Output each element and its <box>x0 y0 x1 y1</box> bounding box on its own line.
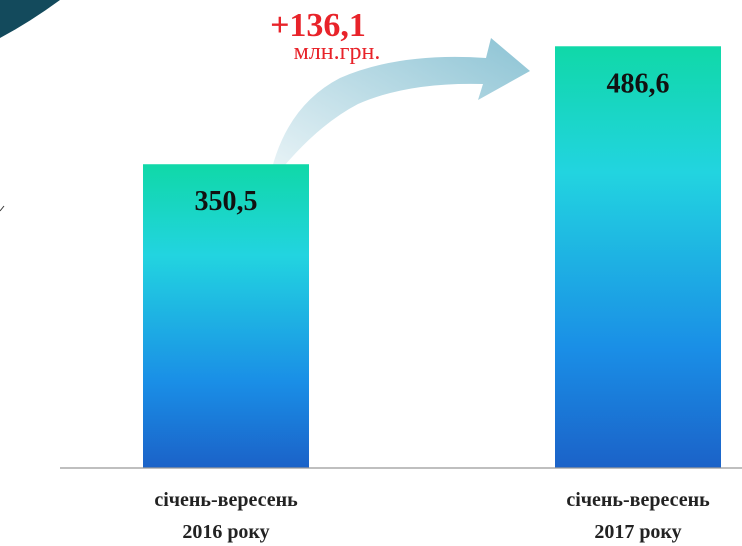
category-label-period: січень-вересень <box>566 489 710 511</box>
change-amount-label: +136,1 <box>270 7 366 44</box>
left-edge-tick <box>0 205 5 212</box>
bar-0 <box>143 164 309 468</box>
growth-arrow-icon <box>268 38 530 186</box>
bar-value-label-1: 486,6 <box>607 68 670 99</box>
category-label-year: 2016 року <box>182 521 270 543</box>
bar-1 <box>555 46 721 468</box>
bar-value-label-0: 350,5 <box>195 186 258 217</box>
category-label-2016: січень-вересень 2016 року <box>106 484 346 546</box>
category-label-period: січень-вересень <box>154 489 298 511</box>
category-label-2017: січень-вересень 2017 року <box>518 484 742 546</box>
change-unit-label: млн.грн. <box>294 39 381 65</box>
corner-decoration <box>0 0 60 38</box>
category-label-year: 2017 року <box>594 521 682 543</box>
